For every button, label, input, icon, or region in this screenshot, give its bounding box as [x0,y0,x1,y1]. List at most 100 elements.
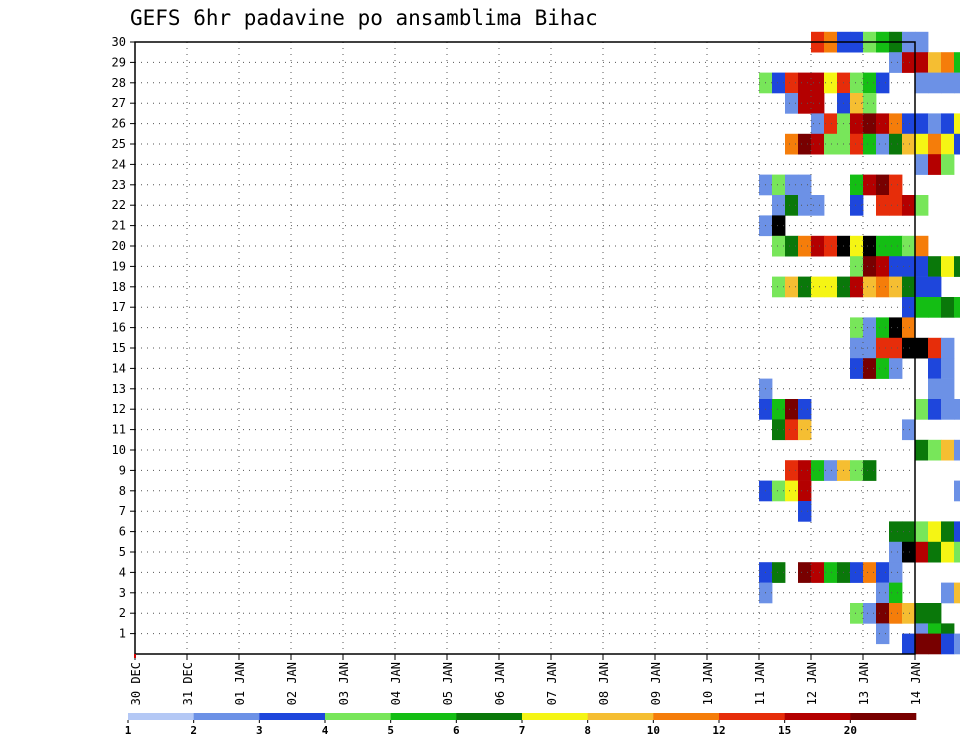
heatmap-cell [863,358,877,379]
y-tick-label: 11 [112,423,126,437]
legend-label: 10 [647,724,660,737]
heatmap-cell [798,133,812,155]
heatmap-cell [785,460,799,481]
heatmap-cell [876,72,890,94]
heatmap-cell [863,235,877,257]
heatmap-cell [850,460,864,481]
heatmap-cell [889,521,903,543]
heatmap-cell [772,399,786,420]
heatmap-cell [850,72,864,94]
heatmap-cell [850,93,864,114]
heatmap-cell [811,276,825,298]
heatmap-cell [798,235,812,257]
y-tick-label: 16 [112,321,126,335]
heatmap-cell [954,297,960,318]
heatmap-cell [811,562,825,583]
heatmap-cell [876,603,890,624]
heatmap-cell [785,419,799,441]
heatmap-cell [824,72,838,94]
heatmap-cell [941,52,955,73]
heatmap-cell [772,174,786,196]
heatmap-cell [798,276,812,298]
y-tick-label: 12 [112,402,126,416]
y-tick-label: 27 [112,96,126,110]
y-tick-label: 2 [119,606,126,620]
heatmap-cell [863,174,877,196]
heatmap-cell [850,358,864,379]
heatmap-cell [850,256,864,277]
heatmap-cell [850,235,864,257]
heatmap-cell [850,195,864,216]
x-tick-label: 10 JAN [701,662,715,705]
heatmap-cell [928,154,942,175]
y-tick-label: 14 [112,361,126,375]
x-tick-label: 07 JAN [545,662,559,705]
heatmap-cell [915,256,929,277]
heatmap-cell [941,358,955,379]
heatmap-cell [863,72,877,94]
y-tick-label: 7 [119,504,126,518]
x-tick-label: 01 JAN [233,662,247,705]
heatmap-cell [863,93,877,114]
heatmap-cell [928,256,942,277]
legend-swatch [587,713,654,720]
heatmap-cell [928,113,942,135]
heatmap-cell [876,582,890,604]
y-tick-label: 29 [112,55,126,69]
x-tick-label: 08 JAN [597,662,611,705]
heatmap-cell [876,358,890,379]
heatmap-cell [915,72,929,94]
heatmap-cell [785,235,799,257]
x-tick-label: 12 JAN [805,662,819,705]
heatmap-cell [902,297,916,318]
heatmap-cell [798,195,812,216]
heatmap-cell [941,72,955,94]
heatmap-cell [798,399,812,420]
heatmap-cell [850,276,864,298]
x-tick-label: 14 JAN [909,662,923,705]
heatmap-cell [928,521,942,543]
legend-label: 15 [778,724,791,737]
heatmap-cell [863,133,877,155]
heatmap-cell [941,439,955,461]
y-tick-label: 9 [119,463,126,477]
heatmap-cell [863,603,877,624]
heatmap-cell [954,541,960,563]
heatmap-cell [772,480,786,502]
legend-swatch [128,713,194,720]
heatmap-cell [850,337,864,359]
heatmap-cell [850,562,864,583]
y-tick-label: 20 [112,239,126,253]
heatmap-cell [928,358,942,379]
legend-swatch [653,713,720,720]
heatmap-cell [889,276,903,298]
x-tick-label: 13 JAN [857,662,871,705]
heatmap-cell [915,521,929,543]
y-tick-label: 17 [112,300,126,314]
legend-swatch [259,713,326,720]
y-tick-label: 8 [119,484,126,498]
heatmap-cell [915,31,929,53]
heatmap-cell [824,235,838,257]
heatmap-cell [902,633,916,655]
y-tick-label: 19 [112,259,126,273]
x-tick-label: 11 JAN [753,662,767,705]
x-tick-label: 04 JAN [389,662,403,705]
heatmap-cell [889,133,903,155]
heatmap-cell [876,623,890,645]
y-tick-label: 22 [112,198,126,212]
heatmap-cell [915,541,929,563]
heatmap-cell [772,562,786,583]
heatmap-cell [954,72,960,94]
heatmap-cell [954,52,960,73]
heatmap-cell [785,174,799,196]
heatmap-cell [798,93,812,114]
heatmap-cell [902,337,916,359]
y-tick-label: 5 [119,545,126,559]
heatmap-cell [928,52,942,73]
heatmap-cell [889,541,903,563]
heatmap-cell [772,276,786,298]
heatmap-cell [889,582,903,604]
legend-label: 2 [190,724,197,737]
heatmap-cell [915,235,929,257]
